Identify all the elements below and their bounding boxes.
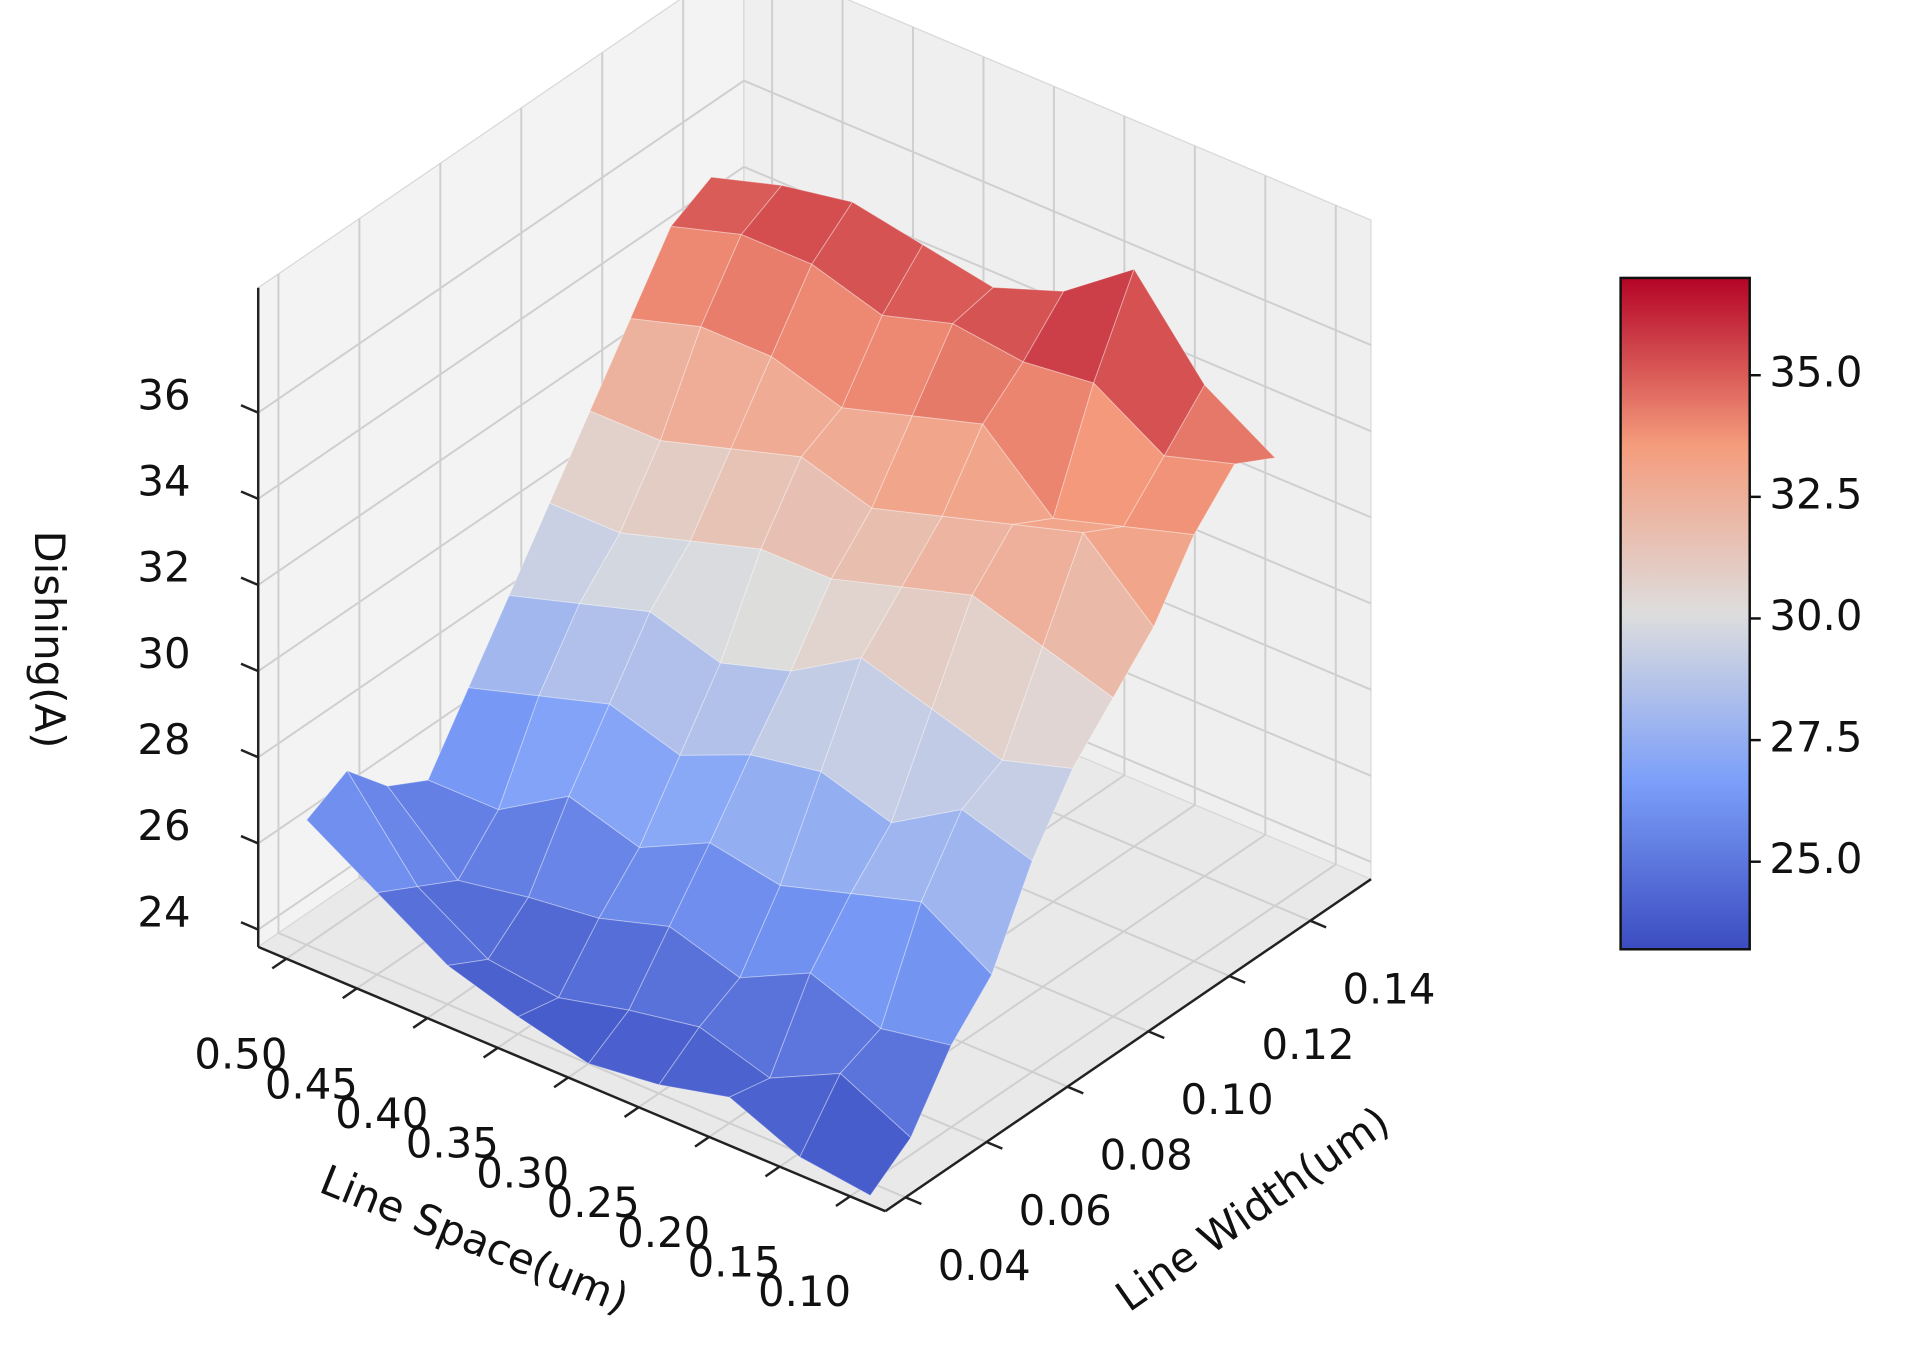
z-tick — [240, 404, 259, 414]
z-tick — [240, 748, 259, 759]
surface-patch — [638, 754, 752, 849]
y-tick — [905, 1196, 922, 1206]
z-tick-label: 24 — [137, 887, 190, 936]
x-tick-label: 0.40 — [335, 1089, 428, 1138]
y-tick — [1228, 974, 1246, 984]
y-tick — [1147, 1030, 1165, 1040]
surface-patch — [659, 326, 772, 450]
colorbar-tick-label: 30.0 — [1769, 591, 1862, 640]
surface-patch — [548, 410, 662, 534]
y-tick — [1309, 919, 1327, 929]
y-tick — [986, 1140, 1003, 1150]
x-tick-label: 0.50 — [194, 1030, 287, 1079]
surface-patch — [1163, 384, 1277, 465]
x-tick — [412, 1017, 429, 1029]
axis-line — [257, 945, 886, 1213]
x-tick-label: 0.20 — [617, 1208, 710, 1257]
x-tick — [623, 1106, 640, 1118]
colorbar-tick-label: 27.5 — [1769, 713, 1862, 762]
x-tick-label: 0.45 — [265, 1059, 358, 1108]
y-tick-label: 0.10 — [1181, 1075, 1274, 1124]
surface-patch — [890, 708, 1003, 824]
grid-line — [257, 166, 745, 500]
x-tick — [271, 957, 288, 970]
z-tick — [240, 834, 259, 845]
z-tick-label: 28 — [137, 715, 190, 764]
x-tick-label: 0.30 — [476, 1148, 569, 1197]
y-tick — [1066, 1085, 1084, 1095]
x-tick — [342, 987, 358, 1000]
y-tick-label: 0.04 — [938, 1241, 1031, 1290]
z-tick — [240, 490, 259, 500]
x-tick — [694, 1135, 710, 1148]
z-tick-label: 32 — [137, 543, 190, 592]
z-tick-label: 30 — [137, 629, 190, 678]
surface-patch — [416, 879, 530, 961]
surface-patch — [587, 1009, 701, 1086]
axis-line — [884, 878, 1372, 1213]
y-tick-label: 0.14 — [1342, 965, 1435, 1014]
y-tick-label: 0.06 — [1019, 1186, 1112, 1235]
y-tick-label: 0.12 — [1261, 1020, 1354, 1069]
y-tick-label: 0.08 — [1100, 1131, 1193, 1180]
x-tick-label: 0.10 — [758, 1267, 851, 1316]
surface-patch — [799, 1072, 912, 1197]
surface-patch — [427, 687, 540, 811]
surface-patch — [1122, 455, 1236, 536]
surface-patch — [1001, 645, 1114, 770]
x-tick-label: 0.15 — [688, 1237, 781, 1286]
x-tick — [764, 1165, 781, 1178]
x-tick — [835, 1195, 851, 1208]
surface-patch — [809, 893, 922, 1030]
grid-line — [257, 79, 745, 414]
surface-patch — [517, 997, 630, 1065]
z-tick-label: 26 — [137, 801, 190, 850]
surface-patch — [649, 540, 762, 664]
x-tick-label: 0.35 — [406, 1119, 499, 1168]
z-axis-label: Dishing(A) — [25, 530, 74, 748]
grid-line — [849, 863, 1337, 1198]
x-tick — [482, 1046, 499, 1059]
colorbar-tick-label: 35.0 — [1769, 348, 1862, 397]
surface-patch — [628, 925, 741, 1028]
surface-patch — [669, 176, 783, 236]
colorbar-tick-label: 32.5 — [1769, 469, 1862, 518]
z-tick-label: 34 — [137, 457, 190, 506]
z-tick — [240, 921, 259, 931]
z-tick-label: 36 — [137, 370, 190, 419]
x-tick-label: 0.25 — [547, 1178, 640, 1227]
colorbar-tick-label: 25.0 — [1769, 834, 1862, 883]
x-tick — [553, 1076, 569, 1089]
grid-line — [743, 79, 1372, 346]
surface-patch — [1012, 517, 1124, 534]
z-tick — [240, 576, 259, 587]
z-tick — [240, 662, 259, 673]
surface-patch — [760, 456, 873, 580]
colorbar — [1619, 276, 1751, 951]
